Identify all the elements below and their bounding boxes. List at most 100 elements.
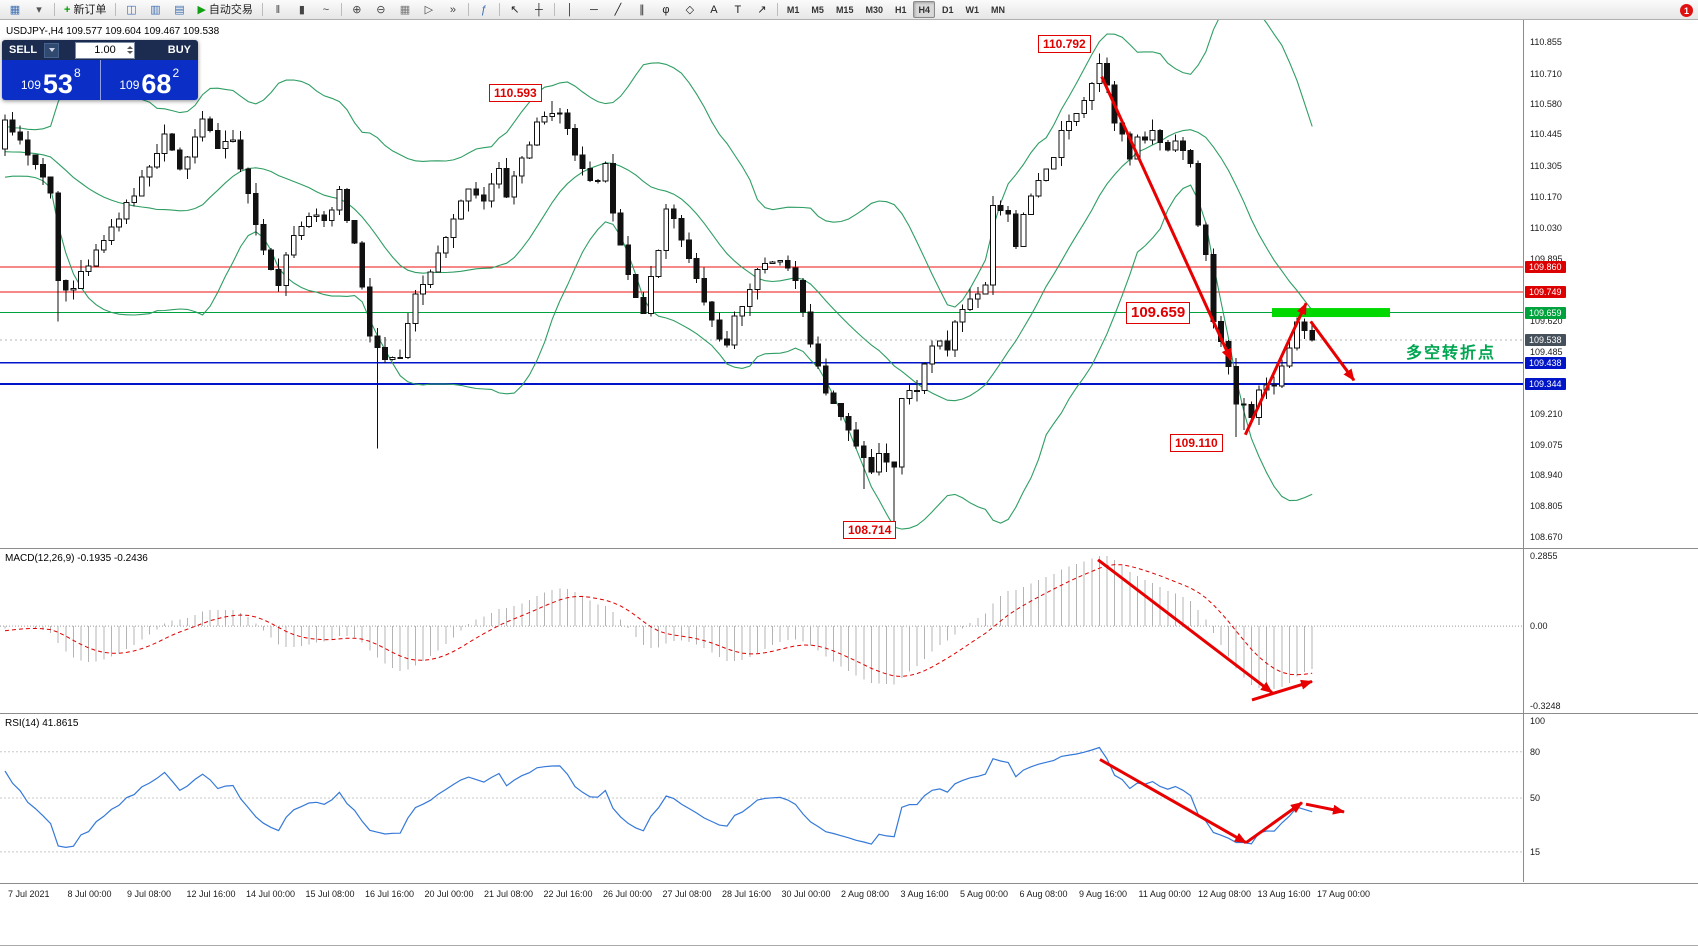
rsi-canvas[interactable] [0,714,1523,882]
time-axis[interactable]: 7 Jul 2021 8 Jul 00:00 9 Jul 08:00 12 Jul 1… [0,883,1698,908]
trendline-icon[interactable]: ╱ [614,3,622,16]
order-settings-dropdown[interactable] [44,42,59,58]
candlestick-chart-icon[interactable]: ▮ [298,3,305,16]
timeframe-h4[interactable]: H4 [913,1,935,18]
price-label-flag: 110.792 [1038,34,1091,53]
bollinger-upper-band [4,20,1313,308]
time-axis-label: 6 Aug 08:00 [1019,889,1068,899]
volume-input[interactable]: 1.00 [75,41,135,59]
one-click-trading-widget: SELL 1.00 BUY 109 53 8 109 68 2 [2,40,198,100]
autotrading-button-label: 自动交易 [208,3,253,16]
terminal-icon[interactable]: ▤ [174,3,185,16]
macd-axis[interactable]: 0.2855 0.00 -0.3248 [1523,549,1698,713]
chart-profiles-icon[interactable]: ▾ [36,3,42,16]
timeframe-d1[interactable]: D1 [942,4,954,15]
sell-button[interactable]: SELL [9,44,38,56]
time-axis-label: 9 Jul 08:00 [127,889,172,899]
price-axis-label: 110.030 [1530,223,1562,234]
auto-scroll-icon[interactable]: ▷ [424,3,434,16]
market-watch-icon[interactable]: ◫ [126,3,137,16]
volume-spinner[interactable] [127,43,133,58]
horizontal-line-icon[interactable]: ─ [590,3,598,16]
line-chart-icon[interactable]: ~ [322,3,330,16]
zoom-out-icon[interactable]: ⊖ [376,3,386,16]
toolbar: ▦ ▾ + 新订单 ◫ ▥ ▤ ▶ 自动交易 ‖ ▮ ~ ⊕ ⊖ ▦ ▷ » ƒ ↖ ┼ │ ─ ╱ ∥ φ ◇ A T ↗ M1 M5 M1… [0,0,1698,20]
price-axis-label: 110.445 [1530,129,1562,140]
highlight-bar [1272,308,1390,318]
shapes-icon[interactable]: ◇ [685,3,695,16]
bollinger-middle-band [4,129,1313,402]
time-axis-label: 13 Aug 16:00 [1257,889,1311,899]
data-window-icon[interactable]: ▥ [150,3,161,16]
chart-shift-icon[interactable]: » [449,3,456,16]
time-axis-label: 12 Jul 16:00 [186,889,236,899]
time-axis-label: 2 Aug 08:00 [841,889,890,899]
timeframe-m15[interactable]: M15 [835,4,854,15]
price-tag[interactable]: 109.659 [1525,306,1566,319]
notification-badge[interactable]: 1 [1680,4,1693,17]
timeframe-h1[interactable]: H1 [894,4,907,15]
price-tag[interactable]: 109.749 [1525,286,1566,299]
rsi-axis[interactable]: 100 80 50 15 [1523,714,1698,882]
timeframe-m5[interactable]: M5 [811,4,824,15]
buy-button[interactable]: BUY [167,44,191,56]
bar-chart-icon[interactable]: ‖ [275,3,281,16]
timeframe-mn[interactable]: MN [991,4,1006,15]
price-tag[interactable]: 109.438 [1525,356,1566,369]
timeframe-w1[interactable]: W1 [965,4,980,15]
buy-price-prefix: 109 [119,78,140,92]
macd-axis-label: 0.00 [1530,621,1548,632]
text-label-icon[interactable]: T [734,3,742,16]
channel-icon[interactable]: ∥ [639,3,645,16]
sell-price-pip: 8 [73,66,81,80]
macd-canvas[interactable] [0,549,1523,713]
new-order-button[interactable]: + 新订单 [59,1,111,19]
price-axis-label: 108.805 [1530,501,1563,512]
rsi-line [4,746,1313,849]
price-axis-label: 109.210 [1530,409,1563,420]
buy-price-button[interactable]: 109 68 2 [99,60,199,100]
price-axis-label: 110.170 [1530,191,1562,202]
time-axis-label: 11 Aug 00:00 [1138,889,1191,899]
price-tag[interactable]: 109.538 [1525,333,1566,346]
time-axis-label: 28 Jul 16:00 [722,889,772,899]
arrows-icon[interactable]: ↗ [757,3,767,16]
main-chart-canvas[interactable] [0,20,1523,548]
chevron-down-icon [48,48,55,52]
volume-area: 1.00 [59,41,151,59]
time-axis-label: 14 Jul 00:00 [246,889,296,899]
price-label-flag: 110.593 [489,83,542,102]
price-axis[interactable]: 110.855 110.710 110.580 110.445 110.305 110.1… [1523,20,1698,548]
price-label-flag: 109.659 [1126,301,1191,324]
sell-price-button[interactable]: 109 53 8 [2,60,100,100]
new-order-button-label: 新订单 [73,3,107,16]
price-tag[interactable]: 109.860 [1525,261,1566,273]
macd-pane: 0.2855 0.00 -0.3248 MACD(12,26,9) -0.1935 … [0,549,1698,714]
price-axis-label: 109.075 [1530,439,1563,450]
new-chart-icon[interactable]: ▦ [9,3,21,16]
toolbar-separator [553,3,555,16]
autotrading-button[interactable]: ▶ 自动交易 [192,1,257,19]
text-icon[interactable]: A [710,3,718,16]
bollinger-lower-band [4,175,1313,530]
cursor-icon[interactable]: ↖ [510,3,520,16]
fibonacci-icon[interactable]: φ [662,3,670,16]
rsi-pane: 100 80 50 15 RSI(14) 41.8615 [0,714,1698,882]
timeframe-m1[interactable]: M1 [786,4,800,15]
time-axis-label: 7 Jul 2021 [8,889,50,899]
timeframe-m30[interactable]: M30 [865,4,883,15]
indicators-icon[interactable]: ƒ [480,3,487,16]
time-axis-label: 9 Aug 16:00 [1079,889,1128,899]
toolbar-separator [115,3,117,16]
price-label-flag: 109.110 [1170,433,1223,452]
tile-windows-icon[interactable]: ▦ [399,3,411,16]
autotrading-button-icon: ▶ [197,3,206,16]
zoom-in-icon[interactable]: ⊕ [352,3,362,16]
price-label-flag: 108.714 [843,520,897,539]
crosshair-icon[interactable]: ┼ [535,3,543,16]
price-tag[interactable]: 109.344 [1525,377,1566,390]
time-axis-label: 21 Jul 08:00 [484,889,534,899]
vertical-line-icon[interactable]: │ [566,3,574,16]
time-axis-label: 16 Jul 16:00 [365,889,415,899]
